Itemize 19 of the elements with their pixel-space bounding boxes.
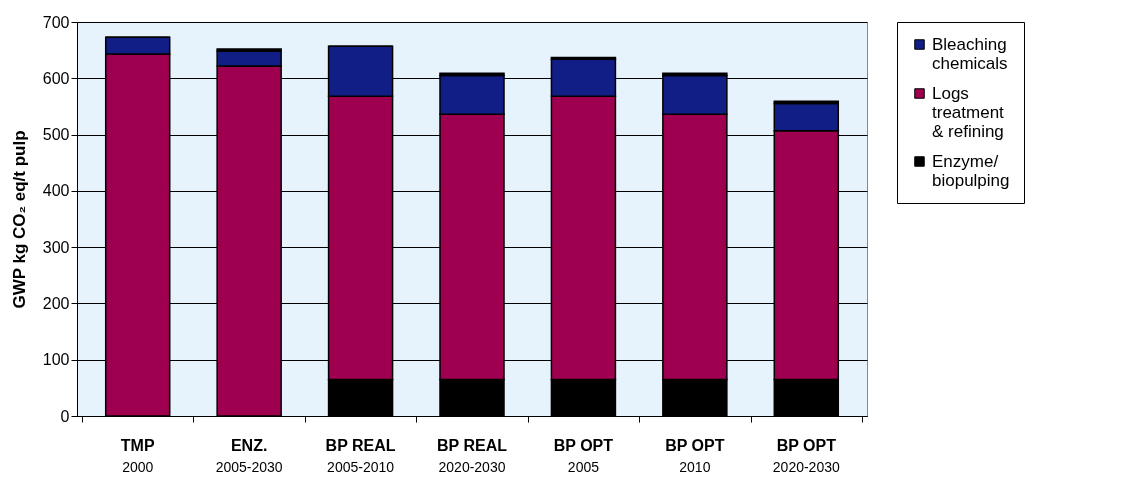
y-tick-label: 100: [42, 351, 70, 369]
y-tick-label: 500: [42, 126, 70, 144]
category-label: BP OPT 2010: [665, 437, 725, 475]
legend-label: Bleaching chemicals: [932, 34, 1008, 73]
category-label: BP REAL 2020-2030: [437, 437, 507, 475]
y-tick-label: 0: [60, 407, 70, 425]
category-label: BP OPT 2020-2030: [772, 437, 840, 475]
legend-label: Enzyme/biopulping: [932, 151, 1010, 190]
category-label: BP OPT 2005: [553, 437, 614, 475]
y-tick-label: 200: [42, 294, 70, 312]
y-tick-label: 700: [42, 13, 70, 31]
category-label: BP REAL 2005-2010: [325, 437, 396, 475]
y-tick-label: 300: [42, 238, 70, 256]
category-label: ENZ. 2005-2030: [215, 437, 283, 475]
y-axis-title: GWP kg CO₂ eq/t pulp: [9, 130, 29, 309]
category-label: TMP 2000: [120, 437, 155, 475]
legend-label: Logs treatment & refining: [932, 83, 1005, 141]
y-tick-label: 400: [42, 182, 70, 200]
y-tick-label: 600: [42, 69, 70, 87]
